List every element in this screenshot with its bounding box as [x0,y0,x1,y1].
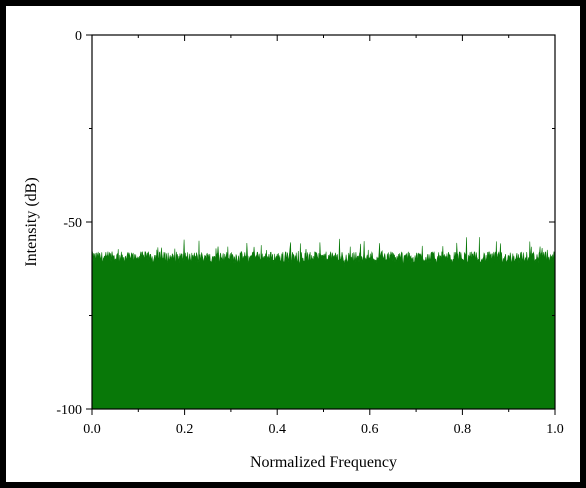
x-axis-title: Normalized Frequency [250,454,397,471]
y-tick-label: -100 [56,403,82,418]
x-tick-label: 0.4 [268,422,286,437]
y-tick-label: -50 [63,216,82,231]
y-axis-title: Intensity (dB) [23,177,40,266]
x-tick-label: 0.8 [454,422,472,437]
chart-frame: 0.0 0.2 0.4 0.6 0.8 1.0 0 -50 -100 Normalized F… [6,6,580,482]
spectrum-series [91,237,556,410]
spectrum-fill [91,237,556,410]
y-tick-label: 0 [75,29,82,44]
y-tick-labels: 0 -50 -100 [56,29,82,418]
chart-svg: 0.0 0.2 0.4 0.6 0.8 1.0 0 -50 -100 Normalized F… [23,29,564,471]
x-tick-labels: 0.0 0.2 0.4 0.6 0.8 1.0 [83,422,564,437]
x-tick-label: 0.6 [361,422,379,437]
x-tick-label: 0.0 [83,422,101,437]
x-tick-label: 1.0 [546,422,564,437]
axis-ticks [86,34,556,415]
x-tick-label: 0.2 [176,422,194,437]
